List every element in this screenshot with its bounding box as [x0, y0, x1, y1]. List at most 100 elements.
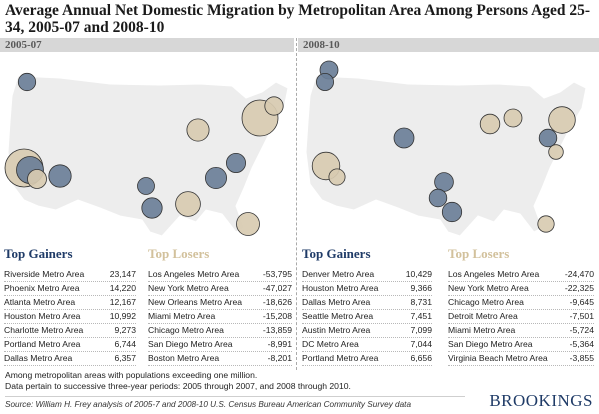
migration-value: 14,220: [109, 283, 136, 293]
list-row: Miami Metro Area -5,724: [448, 324, 594, 338]
migration-value: -8,201: [267, 353, 292, 363]
migration-value: 23,147: [109, 269, 136, 279]
list-row: Austin Metro Area 7,099: [302, 324, 432, 338]
period-label-2008-10: 2008-10: [298, 38, 599, 52]
gainer-bubble-phoenix: [48, 164, 72, 188]
migration-value: 10,429: [405, 269, 432, 279]
metro-name: New York Metro Area: [148, 283, 229, 293]
migration-value: 7,044: [410, 339, 432, 349]
metro-name: Dallas Metro Area: [4, 353, 73, 363]
migration-value: -24,470: [564, 269, 594, 279]
migration-value: 6,744: [114, 339, 136, 349]
metro-name: Detroit Metro Area: [448, 311, 518, 321]
losers-list-2005-07: Los Angeles Metro Area -53,795 New York Me…: [148, 268, 292, 366]
migration-value: 8,731: [410, 297, 432, 307]
metro-name: Riverside Metro Area: [4, 269, 85, 279]
migration-value: -18,626: [262, 297, 292, 307]
gainer-bubble-portland: [17, 72, 37, 92]
migration-value: -7,501: [569, 311, 594, 321]
metro-name: Portland Metro Area: [4, 339, 81, 349]
losers-list-2008-10: Los Angeles Metro Area -24,470 New York Me…: [448, 268, 594, 366]
loser-bubble-san-diego: [27, 169, 47, 189]
loser-bubble-miami: [537, 215, 555, 233]
migration-value: 9,366: [410, 283, 432, 293]
list-row: Charlotte Metro Area 9,273: [4, 324, 136, 338]
gainers-list-2008-10: Denver Metro Area 10,429 Houston Metro Are…: [302, 268, 432, 366]
panel-divider: [296, 38, 297, 370]
list-row: Seattle Metro Area 7,451: [302, 310, 432, 324]
list-row: New Orleans Metro Area -18,626: [148, 296, 292, 310]
migration-value: -8,991: [267, 339, 292, 349]
metro-name: Portland Metro Area: [302, 353, 379, 363]
migration-value: 12,167: [109, 297, 136, 307]
list-row: Dallas Metro Area 8,731: [302, 296, 432, 310]
migration-value: -53,795: [262, 269, 292, 279]
gainer-bubble-austin: [428, 188, 448, 208]
migration-value: 7,451: [410, 311, 432, 321]
metro-name: Chicago Metro Area: [148, 325, 224, 335]
migration-value: -5,364: [569, 339, 594, 349]
list-row: Houston Metro Area 10,992: [4, 310, 136, 324]
us-land-shape: [7, 75, 289, 237]
list-row: Virginia Beach Metro Area -3,855: [448, 352, 594, 366]
gainer-bubble-portland: [315, 72, 335, 92]
list-row: Chicago Metro Area -9,645: [448, 296, 594, 310]
migration-value: 6,656: [410, 353, 432, 363]
metro-name: DC Metro Area: [302, 339, 359, 349]
metro-name: Atlanta Metro Area: [4, 297, 76, 307]
loser-bubble-new-orleans: [175, 191, 201, 217]
loser-bubble-san-diego: [328, 168, 346, 186]
metro-name: Virginia Beach Metro Area: [448, 353, 548, 363]
metro-name: Dallas Metro Area: [302, 297, 371, 307]
footnote-2: Data pertain to successive three-year pe…: [5, 381, 351, 391]
metro-name: Los Angeles Metro Area: [148, 269, 240, 279]
list-row: Atlanta Metro Area 12,167: [4, 296, 136, 310]
metro-name: Charlotte Metro Area: [4, 325, 84, 335]
list-row: San Diego Metro Area -5,364: [448, 338, 594, 352]
metro-name: San Diego Metro Area: [448, 339, 533, 349]
list-row: DC Metro Area 7,044: [302, 338, 432, 352]
list-row: Detroit Metro Area -7,501: [448, 310, 594, 324]
list-row: New York Metro Area -47,027: [148, 282, 292, 296]
metro-name: Miami Metro Area: [448, 325, 516, 335]
migration-value: 7,099: [410, 325, 432, 335]
migration-value: -13,859: [262, 325, 292, 335]
brookings-logo: BROOKINGS: [489, 391, 593, 410]
metro-name: New York Metro Area: [448, 283, 529, 293]
metro-name: Miami Metro Area: [148, 311, 216, 321]
gainer-bubble-houston: [441, 201, 463, 223]
list-row: Houston Metro Area 9,366: [302, 282, 432, 296]
list-row: Portland Metro Area 6,656: [302, 352, 432, 366]
list-row: Boston Metro Area -8,201: [148, 352, 292, 366]
list-row: Los Angeles Metro Area -53,795: [148, 268, 292, 282]
metro-name: Denver Metro Area: [302, 269, 375, 279]
metro-name: Seattle Metro Area: [302, 311, 374, 321]
gainer-bubble-houston: [141, 197, 163, 219]
metro-name: Phoenix Metro Area: [4, 283, 80, 293]
footnote-1: Among metropolitan areas with population…: [5, 370, 258, 380]
gainer-bubble-dallas: [434, 172, 454, 192]
migration-value: -5,724: [569, 325, 594, 335]
gainer-bubble-charlotte: [225, 153, 246, 174]
metro-name: San Diego Metro Area: [148, 339, 233, 349]
metro-name: Austin Metro Area: [302, 325, 371, 335]
loser-bubble-virginia-beach: [548, 144, 564, 160]
list-row: Portland Metro Area 6,744: [4, 338, 136, 352]
source-note: Source: William H. Frey analysis of 2005…: [5, 400, 411, 409]
us-map-2008-10: [305, 60, 587, 237]
migration-value: 6,357: [114, 353, 136, 363]
metro-name: Boston Metro Area: [148, 353, 220, 363]
list-row: Dallas Metro Area 6,357: [4, 352, 136, 366]
gainer-bubble-denver: [393, 127, 415, 149]
period-label-2005-07: 2005-07: [0, 38, 294, 52]
footer-rule: [5, 396, 465, 397]
chart-title: Average Annual Net Domestic Migration by…: [5, 2, 591, 36]
loser-bubble-boston: [264, 96, 284, 116]
top-losers-header-2005-07: Top Losers: [148, 246, 210, 261]
top-gainers-header-2008-10: Top Gainers: [302, 246, 371, 261]
top-gainers-header-2005-07: Top Gainers: [4, 246, 73, 261]
metro-name: Chicago Metro Area: [448, 297, 524, 307]
migration-value: 9,273: [114, 325, 136, 335]
metro-name: Los Angeles Metro Area: [448, 269, 540, 279]
top-losers-header-2008-10: Top Losers: [448, 246, 510, 261]
